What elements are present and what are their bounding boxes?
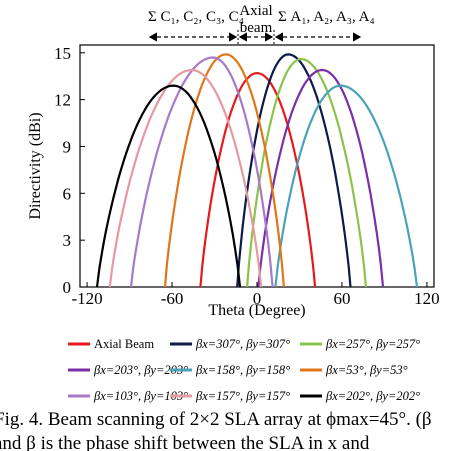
series-line-6 <box>129 56 274 288</box>
left-group-label: Σ C₁, C₂, C₃, C₄ <box>148 9 244 25</box>
axial-label-line2: beam <box>240 20 273 36</box>
x-tick-label: -60 <box>161 289 184 308</box>
y-tick-label: 3 <box>63 231 72 250</box>
x-axis-label: Theta (Degree) <box>208 302 305 319</box>
legend-label: βx=53°, βy=53° <box>325 363 408 377</box>
x-tick-label: 120 <box>414 289 440 308</box>
series-line-4 <box>274 84 419 288</box>
right-group-label: Σ A₁, A₂, A₃, A₄ <box>278 9 375 25</box>
legend-label: βx=103°, βy=103° <box>93 389 188 403</box>
y-axis-ticks: 0 3 6 9 12 15 <box>54 44 85 297</box>
series-line-0 <box>199 71 317 288</box>
y-tick-label: 9 <box>63 137 72 156</box>
x-axis-ticks: -120 -60 0 60 120 <box>71 282 440 308</box>
legend-label: βx=157°, βy=157° <box>195 389 290 403</box>
series-line-2 <box>246 57 368 288</box>
x-tick-label: 0 <box>253 289 262 308</box>
y-tick-label: 0 <box>63 278 72 297</box>
legend-label: βx=203°, βy=203° <box>93 363 188 377</box>
series-curves <box>95 53 419 288</box>
legend-label: βx=158°, βy=158° <box>195 363 290 377</box>
y-tick-label: 6 <box>63 184 72 203</box>
x-tick-label: -120 <box>71 289 102 308</box>
legend-label: βx=257°, βy=257° <box>325 337 420 351</box>
y-tick-label: 15 <box>54 44 71 63</box>
y-tick-label: 12 <box>54 91 71 110</box>
series-line-1 <box>236 53 352 288</box>
legend-label: βx=307°, βy=307° <box>195 337 290 351</box>
legend: Axial Beam βx=307°, βy=307° βx=257°, βy=25… <box>68 337 420 403</box>
caption-line-1: Fig. 4. Beam scanning of 2×2 SLA array a… <box>0 409 432 430</box>
series-line-3 <box>257 68 385 288</box>
axial-label-line1: Axial <box>239 3 272 19</box>
y-axis-label: Directivity (dBi) <box>27 112 44 219</box>
legend-label: Axial Beam <box>94 337 154 351</box>
caption-line-2: and β is the phase shift between the SLA… <box>0 433 370 451</box>
x-tick-label: 60 <box>333 289 350 308</box>
series-line-5 <box>163 53 285 288</box>
series-line-8 <box>95 84 242 288</box>
legend-label: βx=202°, βy=202° <box>325 389 420 403</box>
series-line-7 <box>108 68 263 288</box>
